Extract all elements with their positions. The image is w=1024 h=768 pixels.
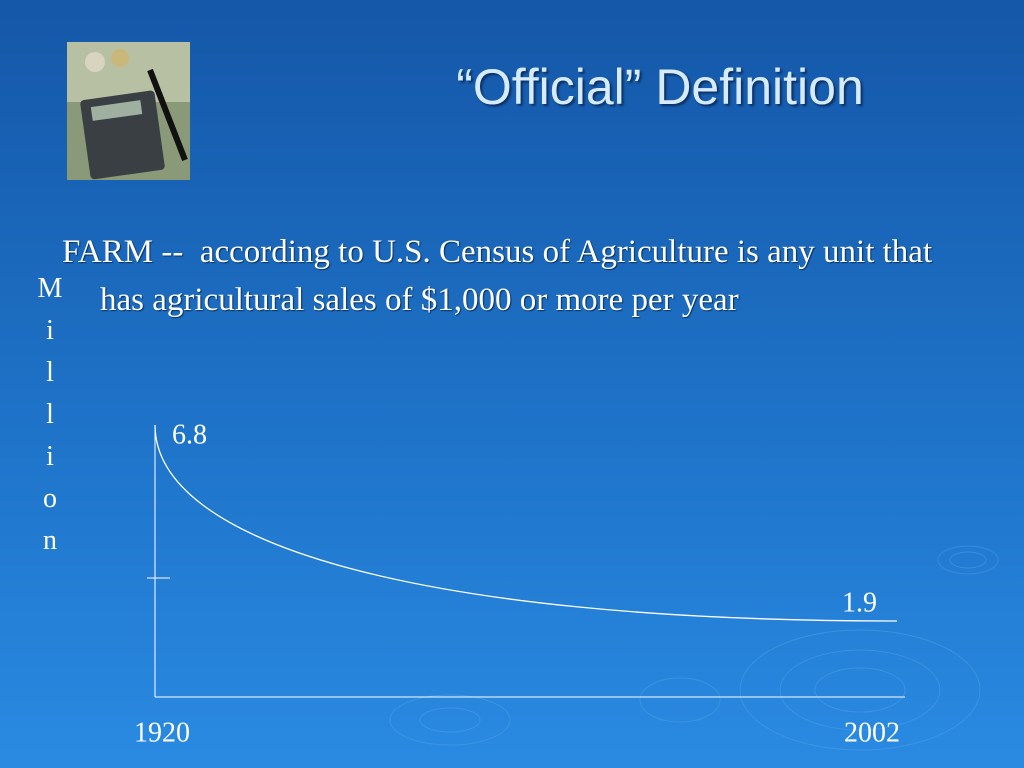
data-label: 6.8 [172, 419, 207, 450]
money-image [67, 42, 190, 180]
data-line [154, 424, 898, 622]
x-tick-label: 1920 [134, 717, 190, 748]
ripples [389, 545, 999, 751]
y-axis-label: Million [35, 273, 66, 567]
slide-title: “Official” Definition [456, 59, 864, 115]
body-text: FARM -- according to U.S. Census of Agri… [62, 234, 941, 318]
x-tick-label: 2002 [844, 717, 900, 748]
data-label: 1.9 [842, 587, 877, 618]
